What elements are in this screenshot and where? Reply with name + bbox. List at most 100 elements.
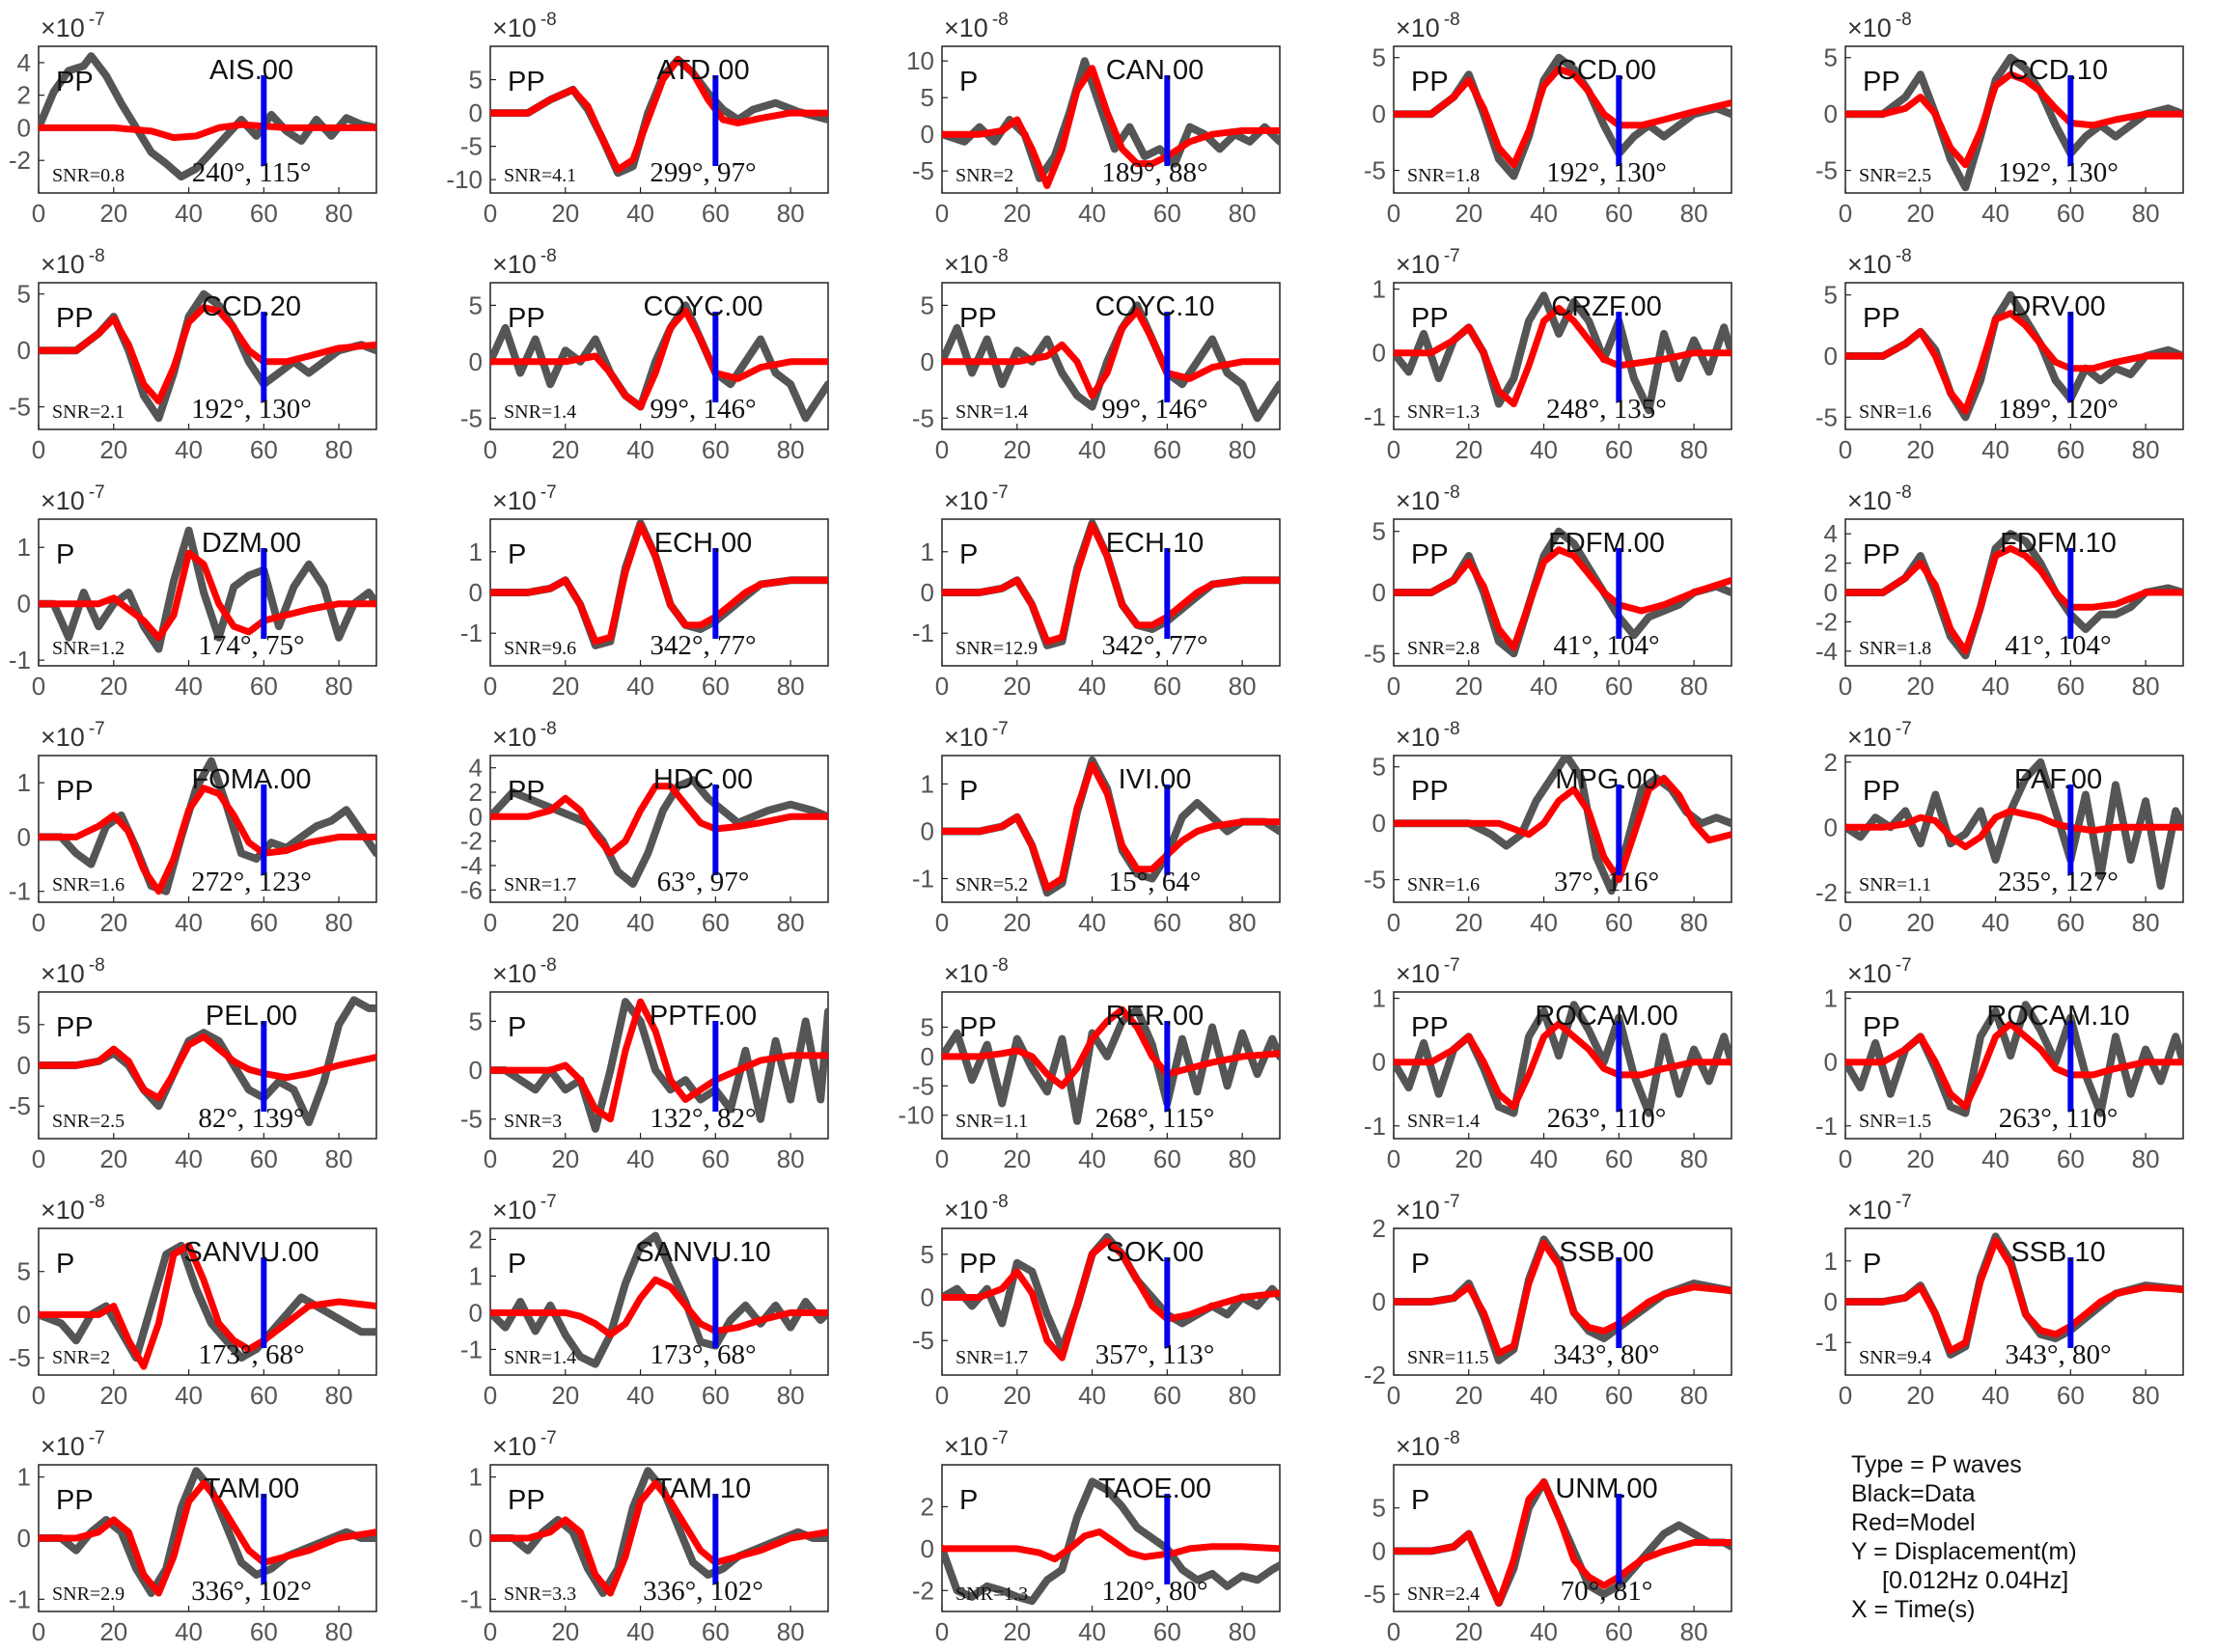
- x-tick-label: 80: [1229, 199, 1257, 228]
- exponent-label: ×10 -7: [492, 1192, 557, 1225]
- y-tick-label: -1: [9, 877, 31, 906]
- x-tick-label: 60: [702, 1381, 730, 1410]
- y-tick-label: 0: [921, 1283, 934, 1312]
- y-tick-label: -6: [460, 875, 483, 904]
- model-trace: [1845, 544, 2183, 655]
- plot-frame: [38, 1227, 377, 1376]
- x-tick-label: 0: [1839, 1381, 1852, 1410]
- y-tick-label: 0: [921, 347, 934, 376]
- x-tick-label: 20: [1454, 1381, 1482, 1410]
- phase-label: P: [959, 1485, 978, 1516]
- x-tick-label: 20: [99, 672, 127, 701]
- x-tick-label: 0: [1387, 672, 1400, 701]
- x-tick-label: 0: [935, 1144, 949, 1173]
- phase-label: PP: [56, 303, 94, 334]
- snr-label: SNR=1.8: [1407, 165, 1480, 186]
- y-tick-label: 1: [17, 1463, 31, 1492]
- snr-label: SNR=1.2: [52, 638, 125, 659]
- y-tick-label: 1: [1372, 984, 1386, 1013]
- model-trace: [490, 783, 828, 857]
- y-tick-label: 5: [17, 280, 31, 309]
- snr-label: SNR=2.5: [52, 1111, 125, 1132]
- station-label: TAOE.00: [1098, 1473, 1211, 1504]
- phase-label: P: [56, 1249, 74, 1280]
- model-trace: [1394, 774, 1731, 884]
- x-tick-label: 80: [2132, 199, 2160, 228]
- x-tick-label: 0: [935, 908, 949, 937]
- y-tick-label: -2: [1815, 878, 1838, 907]
- x-tick-label: 80: [1229, 435, 1257, 464]
- model-trace: [490, 1479, 828, 1597]
- x-tick-label: 0: [32, 435, 45, 464]
- phase-label: P: [56, 539, 74, 570]
- exponent-value: -7: [89, 719, 105, 739]
- y-tick-label: 1: [1824, 984, 1838, 1013]
- model-trace: [1845, 1237, 2183, 1355]
- snr-label: SNR=5.2: [956, 874, 1028, 895]
- azimuth-label: 342°, 77°: [1101, 630, 1207, 661]
- x-tick-label: 60: [250, 199, 278, 228]
- x-tick-label: 60: [702, 672, 730, 701]
- y-tick-label: 1: [1824, 1247, 1838, 1276]
- plot-frame: [1844, 518, 2184, 667]
- snr-label: SNR=1.4: [504, 1347, 576, 1368]
- y-tick-label: -5: [9, 1343, 31, 1372]
- x-tick-label: 0: [1839, 672, 1852, 701]
- azimuth-label: 268°, 115°: [1095, 1103, 1215, 1134]
- model-trace: [1845, 310, 2183, 415]
- y-tick-label: 0: [1824, 99, 1838, 128]
- exponent-label: ×10 -7: [492, 482, 557, 515]
- x-tick-label: 60: [2057, 908, 2085, 937]
- x-tick-label: 40: [626, 672, 654, 701]
- x-tick-label: 40: [1078, 908, 1106, 937]
- azimuth-label: 263°, 110°: [1547, 1103, 1667, 1134]
- x-tick-label: 20: [99, 435, 127, 464]
- x-tick-label: 0: [32, 1617, 45, 1646]
- y-tick-label: 0: [1824, 342, 1838, 371]
- snr-label: SNR=2: [52, 1347, 110, 1368]
- y-tick-label: 0: [469, 347, 483, 376]
- data-trace: [39, 526, 376, 653]
- x-tick-label: 40: [1078, 435, 1106, 464]
- phase-label: P: [959, 776, 978, 807]
- x-tick-label: 40: [175, 1381, 203, 1410]
- azimuth-label: 235°, 127°: [1998, 867, 2119, 897]
- phase-label: P: [508, 539, 526, 570]
- azimuth-label: 37°, 116°: [1554, 867, 1659, 897]
- y-tick-label: 2: [469, 1225, 483, 1253]
- azimuth-label: 248°, 135°: [1546, 394, 1667, 425]
- data-trace: [942, 1477, 1280, 1606]
- x-tick-label: 20: [1454, 1617, 1482, 1646]
- model-trace: [1394, 65, 1731, 169]
- y-tick-label: 4: [17, 48, 31, 77]
- x-tick-label: 20: [99, 1617, 127, 1646]
- y-tick-label: 5: [921, 1012, 934, 1041]
- azimuth-label: 272°, 123°: [191, 867, 312, 897]
- x-tick-label: 20: [1003, 435, 1031, 464]
- exponent-value: -7: [89, 1428, 105, 1448]
- y-tick-label: 5: [469, 1006, 483, 1035]
- x-tick-label: 60: [702, 1144, 730, 1173]
- x-tick-label: 60: [702, 199, 730, 228]
- figure-legend: Type = P waves Black=Data Red=Model Y = …: [1851, 1451, 2077, 1623]
- exponent-value: -7: [89, 482, 105, 503]
- x-tick-label: 20: [1003, 1381, 1031, 1410]
- station-label: FOMA.00: [191, 764, 311, 795]
- station-label: COYC.10: [1094, 291, 1214, 322]
- phase-label: PP: [508, 776, 545, 807]
- x-tick-label: 80: [777, 672, 805, 701]
- station-label: SSB.10: [2010, 1237, 2105, 1268]
- exponent-label: ×10 -7: [1396, 246, 1460, 279]
- y-tick-label: 1: [469, 1261, 483, 1290]
- station-label: HDC.00: [653, 764, 753, 795]
- station-label: ECH.00: [654, 528, 753, 559]
- x-tick-label: 20: [1454, 908, 1482, 937]
- x-tick-label: 80: [325, 1617, 353, 1646]
- y-tick-label: 1: [469, 537, 483, 566]
- azimuth-label: 240°, 115°: [192, 157, 312, 188]
